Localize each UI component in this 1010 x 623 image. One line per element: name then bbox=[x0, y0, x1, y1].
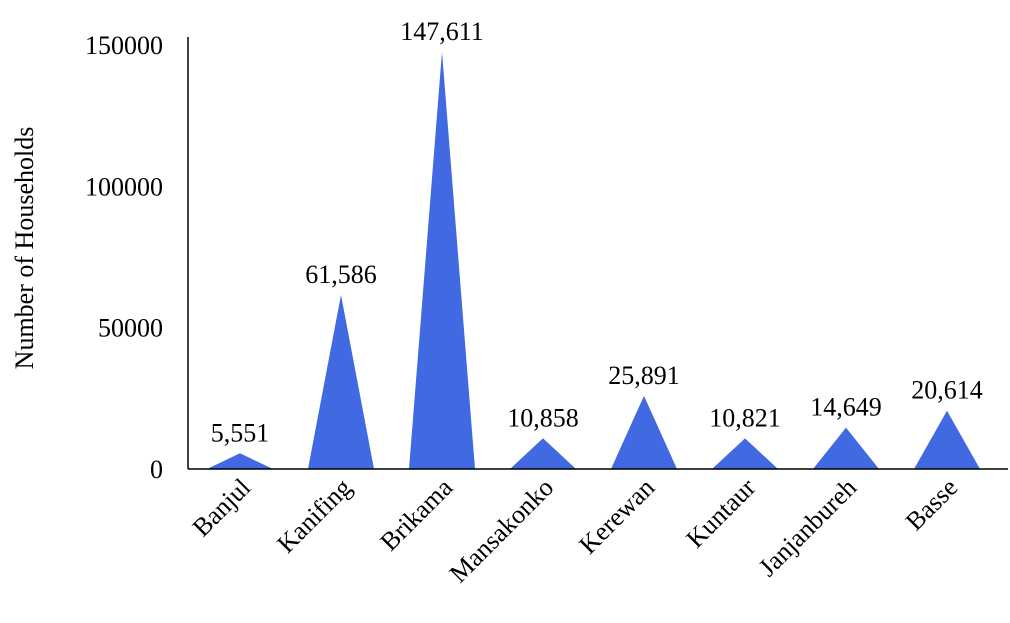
series-peak-janjanbureh bbox=[813, 427, 879, 469]
x-tick-label: Kerewan bbox=[573, 473, 660, 560]
y-tick-label: 0 bbox=[150, 455, 163, 484]
series-peak-basse bbox=[914, 410, 980, 469]
x-tick-label: Banjul bbox=[187, 473, 257, 543]
series-peak-brikama bbox=[409, 51, 475, 470]
data-label: 5,551 bbox=[211, 418, 270, 447]
x-tick-label: Kuntaur bbox=[680, 472, 761, 553]
x-tick-label: Janjanbureh bbox=[753, 473, 862, 582]
series-households bbox=[207, 51, 980, 470]
data-label: 61,586 bbox=[305, 260, 377, 289]
x-tick-label: Basse bbox=[900, 473, 963, 536]
series-peak-kanifing bbox=[308, 294, 374, 469]
data-label: 25,891 bbox=[608, 361, 680, 390]
data-label: 20,614 bbox=[911, 376, 983, 405]
data-labels: 5,551 61,586 147,611 10,858 25,891 10,821 14,6… bbox=[211, 17, 983, 448]
x-tick-label: Brikama bbox=[374, 472, 458, 556]
y-tick-labels: 0 50000 100000 150000 bbox=[85, 31, 163, 484]
x-tick-label: Mansakonko bbox=[444, 473, 559, 588]
x-tick-label: Kanifing bbox=[271, 473, 357, 559]
series-peak-banjul bbox=[207, 453, 273, 469]
data-label: 14,649 bbox=[810, 393, 882, 422]
y-axis-title: Number of Households bbox=[10, 127, 39, 370]
data-label: 10,858 bbox=[507, 403, 579, 432]
series-peak-kuntaur bbox=[712, 438, 778, 469]
y-tick-label: 150000 bbox=[85, 31, 163, 60]
data-label: 10,821 bbox=[709, 403, 781, 432]
y-tick-label: 100000 bbox=[85, 172, 163, 201]
y-tick-label: 50000 bbox=[98, 314, 163, 343]
series-peak-kerewan bbox=[611, 395, 677, 469]
data-label: 147,611 bbox=[400, 17, 484, 46]
series-peak-mansakonko bbox=[510, 438, 576, 469]
